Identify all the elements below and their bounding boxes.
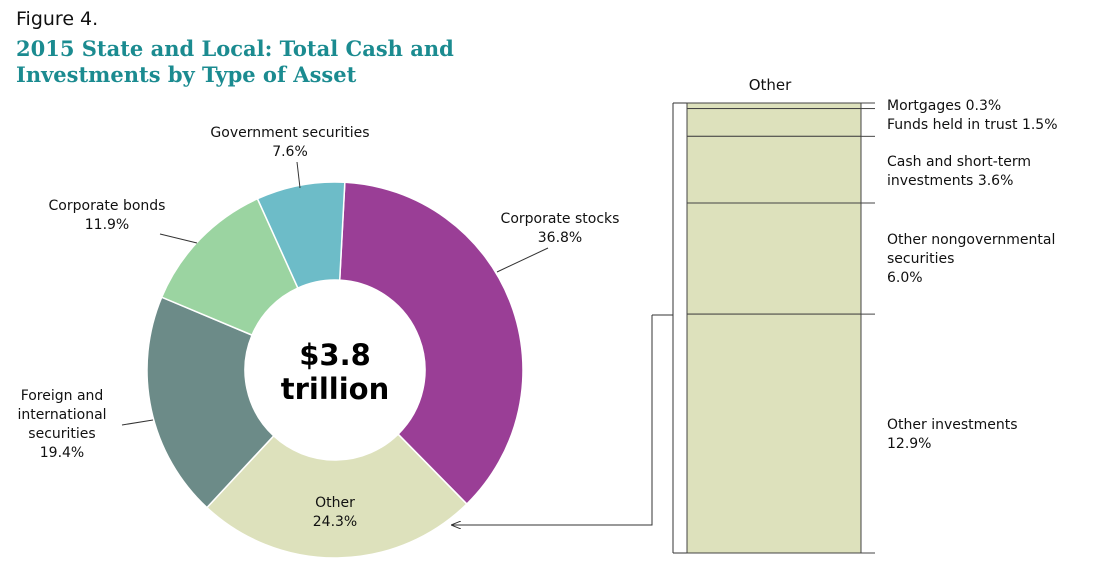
segment-value: 1.5% (1021, 117, 1058, 133)
segment-value: 12.9% (887, 436, 932, 452)
slice-value: 7.6% (272, 144, 308, 160)
slice-value: 36.8% (537, 230, 583, 246)
segment-label: Mortgages 0.3% (887, 97, 1087, 116)
donut-slice (146, 296, 275, 509)
bar-segment (686, 313, 862, 554)
segment-label: Funds held in trust 1.5% (887, 116, 1087, 135)
slice-name: Corporate bonds (48, 198, 166, 214)
slice-name: Government securities (210, 125, 370, 141)
leader-line (121, 419, 154, 426)
leader-line (159, 233, 198, 244)
slice-label: Government securities 7.6% (190, 124, 390, 162)
slice-value: 24.3% (312, 514, 358, 530)
segment-name: Funds held in trust (887, 117, 1018, 133)
segment-label: Other investments 12.9% (887, 416, 1087, 454)
figure-label: Figure 4. (16, 8, 99, 30)
bar-title: Other (748, 76, 792, 94)
segment-name: Other nongovernmental securities (887, 232, 1056, 267)
slice-label: Corporate stocks 36.8% (480, 210, 640, 248)
slice-name: Corporate stocks (500, 211, 620, 227)
donut-slice (205, 433, 468, 559)
center-label: $3.8 trillion (280, 338, 390, 406)
bar-segment (686, 102, 862, 110)
segment-value: 6.0% (887, 270, 923, 286)
chart-title: 2015 State and Local: Total Cash and Inv… (16, 36, 454, 87)
segment-name: Other investments (887, 417, 1018, 433)
slice-value: 11.9% (84, 217, 130, 233)
connector-arrow (452, 315, 653, 525)
bar-segment (686, 202, 862, 315)
leader-line (496, 247, 549, 273)
slice-name: Foreign and international securities (17, 388, 107, 442)
bar-segment (686, 108, 862, 137)
slice-label: Other 24.3% (255, 494, 415, 532)
donut-slice (256, 181, 346, 290)
slice-label: Foreign and international securities 19.4… (2, 387, 122, 463)
slice-name: Other (315, 495, 355, 511)
segment-value: 0.3% (965, 98, 1002, 114)
donut-slice (338, 181, 524, 506)
segment-value: 3.6% (977, 173, 1014, 189)
segment-label: Other nongovernmental securities 6.0% (887, 231, 1087, 288)
slice-value: 19.4% (39, 445, 85, 461)
leader-line (296, 161, 301, 189)
segment-name: Cash and short-term investments (887, 154, 1032, 189)
bar-segment (686, 135, 862, 204)
slice-label: Corporate bonds 11.9% (22, 197, 192, 235)
segment-label: Cash and short-term investments 3.6% (887, 153, 1087, 191)
segment-name: Mortgages (887, 98, 962, 114)
